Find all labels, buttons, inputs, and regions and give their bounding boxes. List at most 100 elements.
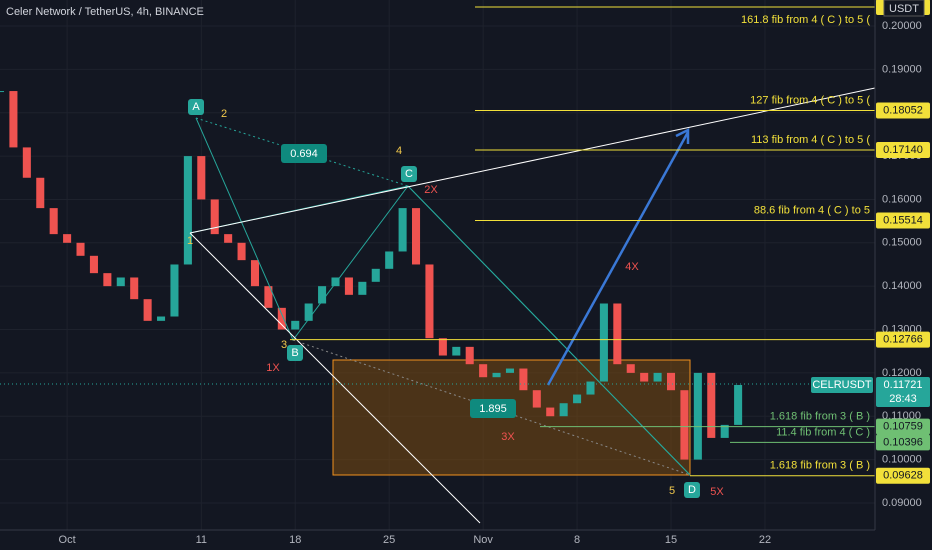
x-tick-label: Oct [59, 534, 76, 546]
candle [734, 384, 743, 425]
y-tick-label: 0.10000 [882, 453, 922, 465]
trendline-low [189, 232, 481, 524]
candle [412, 208, 421, 265]
trendline [189, 87, 876, 234]
price-tag-label: 0.12766 [883, 334, 923, 346]
candle [9, 91, 18, 148]
header-title: Celer Network / TetherUS, 4h, BINANCE [6, 6, 204, 18]
candle [559, 403, 568, 417]
candle [304, 303, 313, 321]
axis: 0.090000.100000.110000.120000.130000.140… [59, 0, 930, 546]
price-tag-label: 0.15514 [883, 214, 923, 226]
candle [492, 372, 501, 378]
candle [613, 303, 622, 365]
last-price: 0.11721 [884, 379, 923, 391]
ratio-box [281, 144, 327, 163]
price-tag [876, 418, 930, 435]
fib-text: 161.8 fib from 4 ( C ) to 5 ( [741, 14, 870, 26]
fib-levels: 161.8 fib from 4 ( C ) to 5 (127 fib fro… [290, 6, 875, 477]
x-tick-label: 8 [574, 534, 580, 546]
candle [183, 156, 192, 265]
candle [465, 346, 474, 365]
candle [224, 234, 233, 243]
candle [505, 368, 514, 373]
x-label: 2X [424, 184, 438, 196]
price-tag-label: 0.10396 [883, 436, 923, 448]
candle [291, 320, 300, 330]
price-tag [876, 467, 930, 484]
candle [237, 242, 246, 261]
currency-box [883, 0, 925, 17]
candle [398, 208, 407, 252]
countdown: 28:43 [889, 393, 917, 405]
candle [599, 303, 608, 382]
price-tag [876, 102, 930, 119]
x-tick-label: 15 [665, 534, 677, 546]
wave-label: 2 [221, 108, 227, 120]
pattern [189, 87, 876, 524]
wave-label: 5 [669, 485, 675, 497]
x-label: 4X [625, 261, 639, 273]
label: D [688, 484, 696, 496]
candle [143, 299, 152, 321]
fib-text: 88.6 fib from 4 ( C ) to 5 [754, 204, 870, 216]
candle [519, 368, 528, 391]
candle [385, 251, 394, 269]
candle [720, 424, 729, 438]
price-tag-label: 0.17140 [883, 144, 923, 156]
price-tag-label: 0.10759 [883, 421, 923, 433]
arrow-head [675, 127, 690, 144]
candle [130, 277, 139, 300]
last-price-tag [876, 376, 930, 407]
ratio: 0.694 [290, 148, 318, 160]
price-tag [876, 331, 930, 348]
candle [197, 156, 206, 200]
candle [318, 286, 327, 304]
y-tick-label: 0.15000 [882, 237, 922, 249]
candle [573, 394, 582, 404]
candles [0, 91, 743, 460]
price-tag-label: 0.09628 [883, 470, 923, 482]
x-tick-label: 25 [383, 534, 395, 546]
candle [116, 277, 125, 287]
symbol-tag [811, 376, 873, 393]
candle [546, 407, 555, 417]
candle [532, 390, 541, 408]
candle [693, 372, 702, 460]
label-box [287, 345, 303, 361]
candle [666, 372, 676, 391]
candle [250, 260, 260, 287]
x-label: 5X [710, 486, 724, 498]
candle [170, 264, 179, 317]
candle [331, 277, 340, 287]
y-tick-label: 0.09000 [882, 497, 922, 509]
candle [653, 372, 662, 382]
fib-text: 11.4 fib from 4 ( C ) [776, 426, 870, 438]
candle [264, 286, 273, 308]
candle [89, 255, 98, 274]
candle [76, 242, 85, 256]
candle [371, 268, 380, 282]
y-tick-label: 0.16000 [882, 193, 922, 205]
wave-label: 4 [396, 145, 402, 157]
label: C [405, 168, 413, 180]
candle [586, 381, 595, 395]
y-tick-label: 0.12000 [882, 367, 922, 379]
label: B [291, 347, 298, 359]
candle [452, 346, 461, 356]
y-tick-label: 0.20000 [882, 20, 922, 32]
x-tick-label: 11 [196, 534, 207, 546]
candle [36, 177, 45, 209]
label-box [188, 99, 204, 115]
candle [22, 147, 31, 178]
annotations: A B C D 1 2 3 4 5 1X 2X 3X 4X 5X 0.694 1… [187, 99, 724, 498]
price-tag [876, 434, 930, 451]
candle [344, 277, 353, 295]
candle [277, 307, 286, 330]
symbol-label: CELRUSDT [812, 379, 872, 391]
x-tick-label: 22 [759, 534, 771, 546]
projection-arrow [546, 131, 690, 386]
x-label: 1X [266, 362, 280, 374]
candle [358, 281, 367, 295]
